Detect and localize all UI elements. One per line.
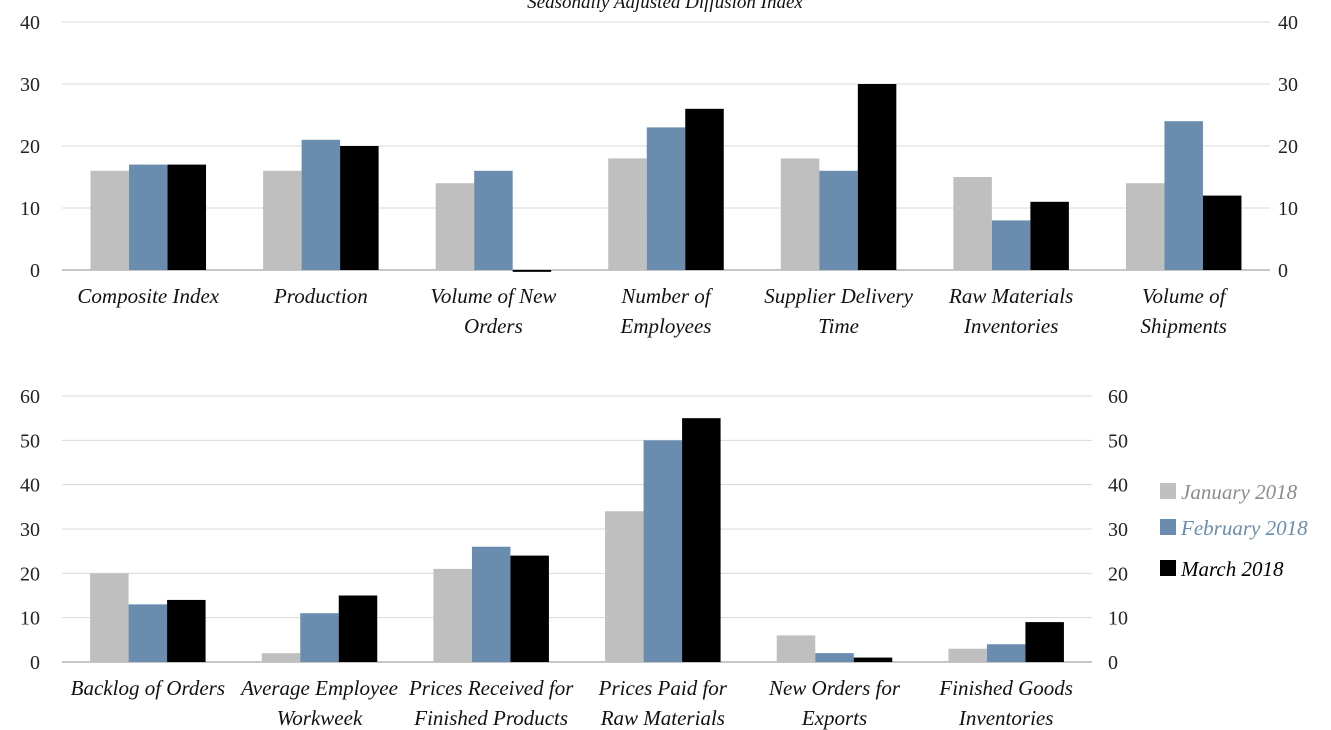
bottom-bar-february-2 [471,546,511,662]
top-bar-january-1 [263,170,302,270]
top-bar-march-0 [167,164,207,270]
legend-label-february: February 2018 [1180,516,1308,540]
top-bar-january-5 [953,177,992,270]
top-bar-february-5 [991,220,1031,270]
bottom-category-label-4-line-1: Exports [801,706,867,730]
bottom-y-tick-left-60: 60 [20,386,40,408]
top-bar-january-0 [90,170,130,270]
bottom-bar-february-0 [128,604,168,662]
bottom-y-tick-left-30: 30 [20,519,40,541]
legend-swatch-march [1160,560,1176,576]
top-y-tick-left-20: 20 [20,136,40,158]
bottom-y-tick-left-40: 40 [20,475,40,497]
bottom-y-tick-right-20: 20 [1108,563,1128,585]
bottom-bar-february-3 [643,440,683,662]
top-category-label-0-line-0: Composite Index [77,284,219,308]
legend-swatch-january [1160,483,1176,499]
bottom-bar-chart: 0 10 20 30 40 50 60 0 10 20 30 40 50 60 Backlog of Ord… [20,386,1128,730]
bottom-bar-january-0 [90,573,129,662]
bottom-y-tick-right-30: 30 [1108,519,1128,541]
top-y-tick-left-10: 10 [20,198,40,220]
bottom-bar-march-3 [682,418,721,662]
legend-label-march: March 2018 [1180,557,1284,581]
legend: January 2018 February 2018 March 2018 [1160,480,1308,581]
bottom-bar-january-3 [605,511,644,662]
bottom-bar-march-1 [338,595,378,662]
top-bar-february-3 [646,127,686,271]
bottom-bar-march-5 [1025,622,1064,662]
top-category-label-3-line-0: Number of [620,284,713,308]
bottom-y-tick-left-20: 20 [20,563,40,585]
top-bar-february-4 [819,170,858,270]
top-bar-january-4 [780,158,820,270]
top-y-tick-right-30: 30 [1278,74,1298,96]
top-bar-march-2 [512,270,552,272]
top-y-tick-left-0: 0 [30,260,40,282]
chart-title: Seasonally Adjusted Diffusion Index [527,0,803,13]
bottom-y-tick-left-10: 10 [20,608,40,630]
bottom-y-tick-left-0: 0 [30,652,40,674]
bottom-bar-january-1 [261,653,301,662]
top-bar-february-1 [301,139,341,270]
top-y-tick-right-0: 0 [1278,260,1288,282]
top-category-label-4-line-0: Supplier Delivery [764,284,913,308]
bottom-category-label-0-line-0: Backlog of Orders [71,676,225,700]
legend-label-january: January 2018 [1181,480,1298,504]
bottom-y-tick-right-40: 40 [1108,475,1128,497]
bottom-y-tick-right-10: 10 [1108,608,1128,630]
bottom-category-label-2-line-0: Prices Received for [408,676,574,700]
bottom-y-tick-right-60: 60 [1108,386,1128,408]
bottom-category-label-3-line-0: Prices Paid for [598,676,728,700]
top-bar-chart: 0 10 20 30 40 0 10 20 30 40 Composite Index Product… [20,12,1298,338]
bottom-bar-february-1 [300,613,339,662]
top-category-label-5-line-1: Inventories [963,314,1058,338]
bottom-bar-january-5 [948,648,987,662]
top-bar-february-6 [1164,121,1203,270]
top-bar-january-6 [1125,183,1165,270]
bottom-category-label-2-line-1: Finished Products [413,706,568,730]
top-y-tick-left-30: 30 [20,74,40,96]
top-bar-march-5 [1030,201,1069,270]
bottom-y-tick-right-50: 50 [1108,430,1128,452]
top-category-label-5-line-0: Raw Materials [948,284,1073,308]
bottom-y-tick-right-0: 0 [1108,652,1118,674]
top-bar-january-3 [608,158,647,270]
top-y-tick-right-10: 10 [1278,198,1298,220]
top-category-label-1-line-0: Production [273,284,368,308]
bottom-bar-february-4 [815,653,854,662]
bottom-y-tick-left-50: 50 [20,430,40,452]
top-category-label-6-line-1: Shipments [1141,314,1227,338]
top-bar-february-0 [129,164,168,270]
top-category-label-3-line-1: Employees [620,314,712,338]
bottom-bar-march-2 [510,555,549,662]
top-bar-march-3 [685,108,724,270]
top-bar-march-6 [1202,195,1242,270]
top-bar-february-2 [474,170,513,270]
top-y-tick-left-40: 40 [20,12,40,34]
top-category-label-2-line-0: Volume of New [430,284,556,308]
bottom-category-label-1-line-1: Workweek [277,706,363,730]
bottom-category-label-5-line-0: Finished Goods [938,676,1073,700]
top-category-label-4-line-1: Time [818,314,859,338]
top-y-tick-right-20: 20 [1278,136,1298,158]
top-category-label-2-line-1: Orders [464,314,523,338]
bottom-category-label-3-line-1: Raw Materials [600,706,725,730]
bottom-bar-march-4 [853,657,893,662]
top-bar-march-4 [857,84,897,270]
bottom-bar-february-5 [986,644,1026,662]
bottom-bar-march-0 [167,599,206,662]
top-bar-march-1 [340,146,379,270]
bottom-category-label-4-line-0: New Orders for [768,676,901,700]
legend-swatch-february [1160,519,1176,535]
bottom-category-label-1-line-0: Average Employee [239,676,398,700]
bottom-category-label-5-line-1: Inventories [958,706,1053,730]
bottom-bar-january-4 [776,635,816,662]
top-y-tick-right-40: 40 [1278,12,1298,34]
top-category-label-6-line-0: Volume of [1142,284,1229,308]
top-bar-january-2 [435,183,475,270]
bottom-bar-january-2 [433,568,472,662]
